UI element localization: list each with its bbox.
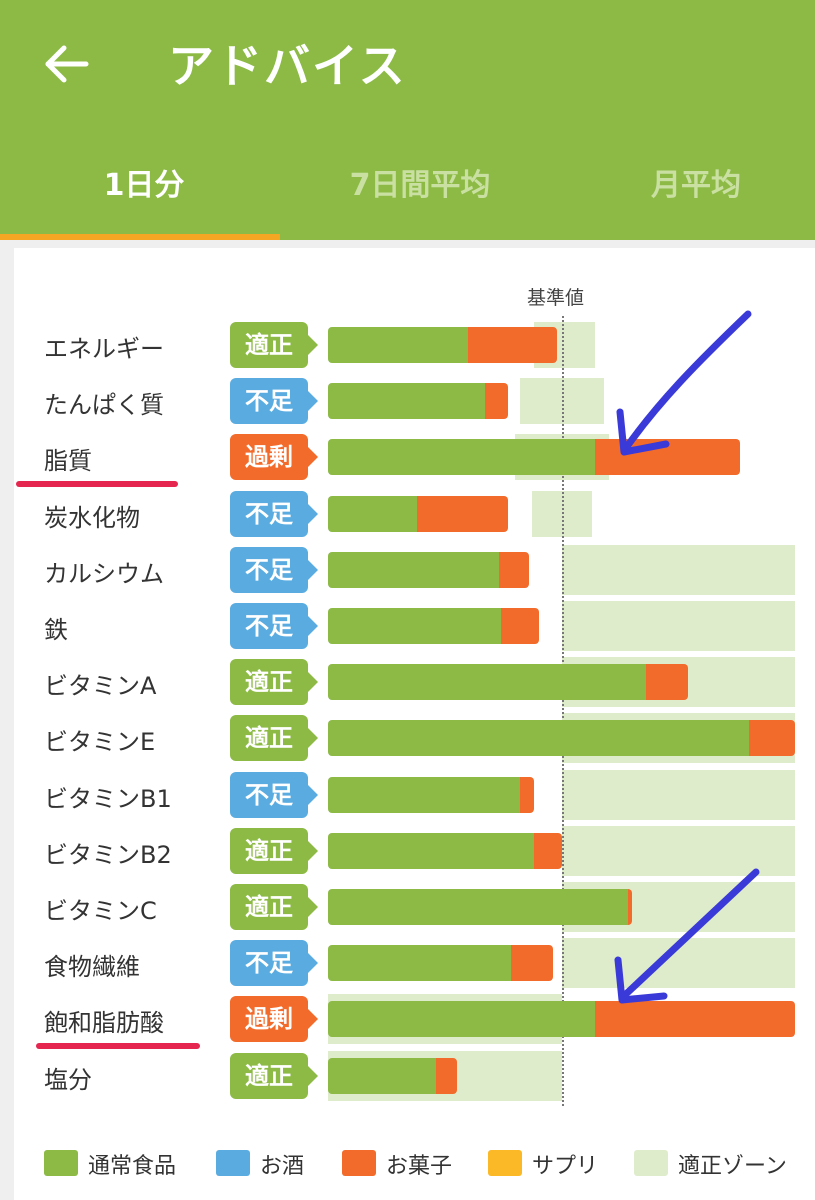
- bar-regular-food: [328, 608, 502, 644]
- handwritten-underline: [36, 1043, 200, 1050]
- appropriate-zone: [562, 601, 795, 651]
- legend-swatch: [634, 1150, 668, 1176]
- bar-regular-food: [328, 327, 469, 363]
- bar-regular-food: [328, 889, 628, 925]
- handwritten-underline: [16, 481, 178, 488]
- bar-sweets: [498, 551, 530, 588]
- reference-line: [562, 316, 564, 1106]
- bar-sweets: [416, 495, 509, 532]
- bar-sweets: [627, 889, 633, 925]
- appropriate-zone: [562, 938, 795, 989]
- nutrient-label: 塩分: [44, 1065, 92, 1094]
- nutrient-label: ビタミンA: [44, 672, 157, 701]
- status-badge: 過剰: [230, 434, 318, 481]
- legend-swatch: [342, 1150, 376, 1176]
- nutrient-label: エネルギー: [44, 335, 164, 363]
- appropriate-zone: [531, 490, 593, 537]
- tab-monthly-average[interactable]: 月平均: [651, 168, 741, 203]
- bar-regular-food: [328, 551, 499, 588]
- bar-sweets: [435, 1057, 457, 1094]
- tab-1day[interactable]: 1日分: [103, 168, 185, 203]
- back-arrow-icon[interactable]: [40, 38, 92, 90]
- legend-label: 通常食品: [88, 1154, 177, 1179]
- status-badge: 適正: [230, 322, 318, 368]
- bar-sweets: [646, 664, 689, 701]
- status-badge: 不足: [230, 940, 318, 987]
- appropriate-zone: [562, 825, 795, 876]
- tab-7day-average[interactable]: 7日間平均: [349, 168, 491, 203]
- legend-label: 適正ゾーン: [678, 1154, 787, 1179]
- status-badge: 適正: [230, 884, 318, 930]
- bar-sweets: [594, 1001, 795, 1038]
- legend-swatch: [488, 1150, 522, 1176]
- status-badge: 不足: [230, 378, 318, 425]
- bar-regular-food: [328, 720, 750, 757]
- bar-regular-food: [328, 495, 417, 532]
- nutrient-label: 炭水化物: [44, 503, 140, 532]
- nutrient-label: ビタミンB1: [44, 784, 172, 813]
- status-badge: 不足: [230, 490, 318, 537]
- bar-regular-food: [328, 664, 647, 701]
- active-tab-indicator: [0, 234, 280, 240]
- bar-regular-food: [328, 945, 511, 982]
- nutrient-label: 食物繊維: [44, 953, 140, 982]
- page-title: アドバイス: [168, 39, 407, 93]
- bar-sweets: [594, 439, 740, 476]
- bar-regular-food: [328, 832, 534, 869]
- status-badge: 不足: [230, 771, 318, 818]
- bar-regular-food: [328, 776, 520, 813]
- nutrient-label: たんぱく質: [44, 391, 164, 420]
- nutrient-label: 脂質: [44, 447, 92, 476]
- appropriate-zone: [519, 378, 605, 425]
- bar-regular-food: [328, 1001, 595, 1038]
- status-badge: 適正: [230, 659, 318, 706]
- bar-sweets: [519, 776, 534, 813]
- bar-sweets: [533, 832, 562, 869]
- bar-regular-food: [328, 383, 485, 420]
- legend-swatch: [44, 1150, 78, 1176]
- nutrient-label: ビタミンB2: [44, 840, 172, 869]
- bar-sweets: [510, 945, 553, 982]
- bar-sweets: [484, 383, 509, 420]
- appropriate-zone: [562, 544, 795, 595]
- status-badge: 適正: [230, 827, 318, 874]
- status-badge: 不足: [230, 603, 318, 649]
- status-badge: 過剰: [230, 996, 318, 1043]
- bar-regular-food: [328, 439, 595, 476]
- reference-value-label: 基準値: [527, 287, 585, 309]
- appropriate-zone: [562, 769, 795, 820]
- status-badge: 適正: [230, 1052, 318, 1099]
- nutrient-label: 飽和脂肪酸: [44, 1009, 164, 1038]
- nutrient-label: ビタミンC: [44, 897, 157, 925]
- status-badge: 適正: [230, 715, 318, 762]
- nutrient-label: ビタミンE: [44, 728, 156, 757]
- nutrient-label: カルシウム: [44, 559, 164, 588]
- legend-label: サプリ: [532, 1154, 599, 1179]
- nutrient-label: 鉄: [44, 616, 68, 644]
- legend-swatch: [216, 1150, 250, 1176]
- app-bar: アドバイス 1日分 7日間平均 月平均: [0, 0, 815, 240]
- bar-sweets: [468, 327, 558, 363]
- legend-label: お菓子: [386, 1154, 453, 1179]
- bar-sweets: [749, 720, 795, 757]
- legend-label: お酒: [260, 1154, 305, 1179]
- bar-sweets: [501, 608, 539, 644]
- bar-regular-food: [328, 1057, 436, 1094]
- status-badge: 不足: [230, 546, 318, 593]
